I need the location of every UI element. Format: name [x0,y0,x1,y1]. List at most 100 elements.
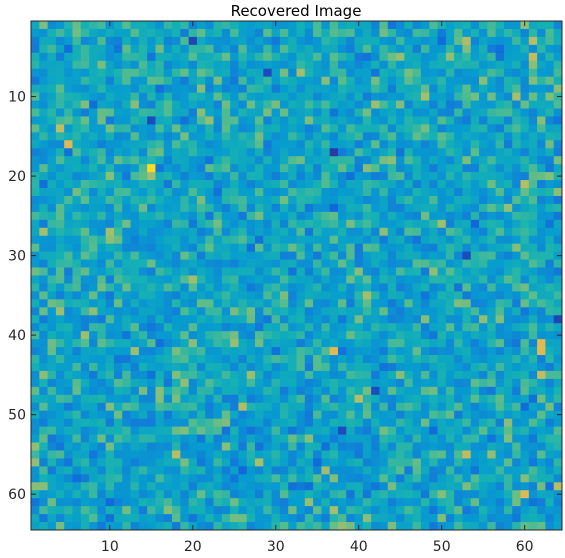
heatmap-cell [321,172,331,181]
heatmap-cell [271,180,281,189]
heatmap-cell [346,442,355,451]
heatmap-cell [105,68,115,78]
heatmap-cell [346,124,355,133]
heatmap-cell [321,339,331,348]
heatmap-cell [122,426,131,435]
heatmap-cell [487,386,496,396]
heatmap-cell [528,132,538,141]
heatmap-cell [337,219,347,229]
heatmap-cell [454,267,463,276]
heatmap-cell [155,108,165,117]
heatmap-cell [188,418,198,427]
heatmap-cell [122,291,131,300]
heatmap-cell [437,291,447,300]
heatmap-cell [329,259,339,268]
heatmap-cell [89,323,98,332]
heatmap-cell [255,211,264,221]
heatmap-cell [296,124,306,133]
heatmap-cell [31,211,40,221]
heatmap-cell [64,219,73,229]
heatmap-cell [503,180,513,189]
heatmap-cell [487,124,496,133]
heatmap-cell [362,355,372,364]
heatmap-cell [354,283,364,292]
heatmap-cell [420,370,430,380]
heatmap-cell [97,148,107,157]
heatmap-cell [495,92,505,101]
heatmap-cell [470,52,480,62]
heatmap-cell [520,299,530,308]
heatmap-cell [64,434,73,443]
axis-ticks [31,21,562,530]
heatmap-cell [271,299,281,308]
heatmap-cell [354,402,364,412]
heatmap-cell [279,490,289,499]
heatmap-cell [445,458,455,467]
heatmap-cell [412,434,422,443]
heatmap-cell [545,251,555,260]
heatmap-cell [89,21,98,30]
heatmap-cell [138,243,148,252]
heatmap-cell [512,370,521,380]
heatmap-cell [196,522,206,531]
heatmap-cell [313,498,322,507]
heatmap-cell [55,482,65,491]
heatmap-cell [445,450,455,459]
heatmap-cell [196,307,206,316]
heatmap-cell [105,219,115,229]
heatmap-cell [113,36,123,46]
heatmap-cell [172,227,181,237]
heatmap-cell [354,339,364,348]
heatmap-cell [188,442,198,451]
heatmap-cell [371,291,380,300]
heatmap-cell [105,442,115,451]
heatmap-cell [64,378,73,388]
heatmap-cell [89,355,98,364]
heatmap-cell [230,195,239,205]
heatmap-cell [80,339,90,348]
heatmap-cell [39,307,48,316]
heatmap-cell [329,426,339,435]
heatmap-cell [520,347,530,356]
heatmap-cell [221,84,231,93]
heatmap-cell [371,458,380,467]
heatmap-cell [487,362,496,372]
heatmap-cell [362,283,372,292]
heatmap-cell [462,84,472,93]
heatmap-cell [337,76,347,85]
heatmap-cell [454,251,463,260]
heatmap-cell [387,156,397,165]
heatmap-cell [512,36,521,46]
heatmap-cell [329,235,339,245]
heatmap-cell [138,418,148,427]
heatmap-cell [445,394,455,404]
heatmap-cell [147,418,156,427]
heatmap-cell [31,442,40,451]
heatmap-cell [205,44,214,54]
heatmap-cell [221,458,231,467]
heatmap-cell [553,275,563,284]
heatmap-cell [39,315,48,324]
heatmap-cell [454,36,463,46]
heatmap-cell [221,275,231,284]
heatmap-cell [412,84,422,93]
heatmap-cell [246,44,256,54]
heatmap-cell [72,458,82,467]
heatmap-cell [31,466,40,475]
heatmap-cell [362,195,372,205]
heatmap-cell [180,243,189,252]
heatmap-cell [47,188,57,197]
heatmap-cell [429,307,438,316]
heatmap-cell [346,362,355,372]
heatmap-cell [97,124,107,133]
heatmap-cell [213,52,223,62]
heatmap-cell [462,180,472,189]
heatmap-cell [64,84,73,93]
heatmap-cell [512,180,521,189]
heatmap-cell [97,180,107,189]
heatmap-cell [520,458,530,467]
heatmap-cell [155,323,165,332]
heatmap-cell [470,362,480,372]
heatmap-cell [80,362,90,372]
heatmap-cell [437,474,447,483]
